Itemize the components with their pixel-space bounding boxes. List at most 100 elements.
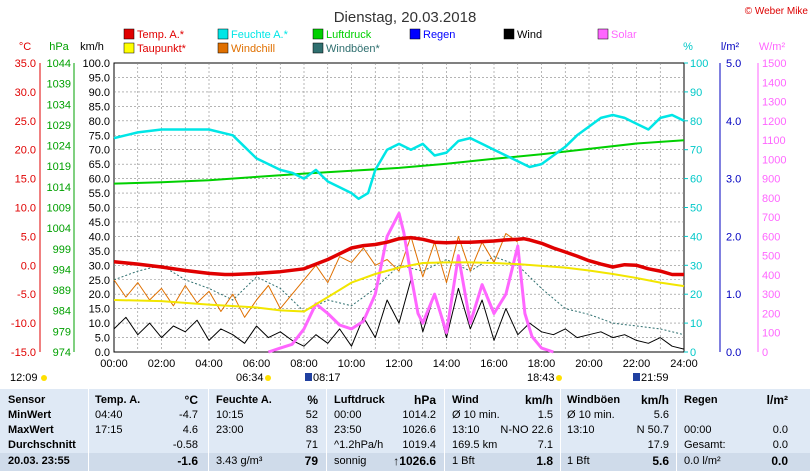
series-line-taupunkt — [113, 261, 685, 313]
legend-label: Luftdruck — [326, 29, 372, 41]
table-cell: Luftdruck — [334, 394, 385, 406]
temp-tick-label: -15.0 — [11, 347, 36, 359]
table-cell: 00:00 — [334, 409, 362, 421]
hum-tick-label: 30 — [690, 260, 702, 272]
legend-swatch — [312, 28, 324, 40]
chart-title: Dienstag, 20.03.2018 — [334, 9, 477, 26]
table-row-label: 20.03. 23:55 — [8, 455, 70, 467]
solar-tick-label: 700 — [762, 212, 780, 224]
table-cell: sonnig — [334, 455, 367, 467]
press-tick-label: 1034 — [47, 99, 71, 111]
solar-tick-label: 800 — [762, 193, 780, 205]
solar-tick-label: 300 — [762, 289, 780, 301]
wind-tick-label: 95.0 — [89, 72, 110, 84]
time-tick-label: 20:00 — [575, 358, 603, 370]
wind-tick-label: 90.0 — [89, 87, 110, 99]
legend-swatch — [409, 28, 421, 40]
table-separator — [88, 389, 89, 471]
time-tick-label: 14:00 — [433, 358, 461, 370]
table-value: 0.0 — [772, 439, 788, 451]
sun-icon — [41, 375, 47, 381]
time-tick-label: 24:00 — [670, 358, 698, 370]
table-value: 79 — [304, 454, 318, 468]
solar-tick-label: 1000 — [762, 154, 786, 166]
rain-tick-label: 5.0 — [726, 58, 741, 70]
rain-tick-label: 0.0 — [726, 347, 741, 359]
table-value: 4.6 — [182, 424, 198, 436]
legend-label: Regen — [423, 29, 455, 41]
time-tick-label: 16:00 — [480, 358, 508, 370]
wind-tick-label: 55.0 — [89, 188, 110, 200]
temp-tick-label: 30.0 — [15, 87, 36, 99]
hum-tick-label: 90 — [690, 87, 702, 99]
temp-tick-label: 0.0 — [21, 260, 36, 272]
solar-tick-label: 1400 — [762, 77, 786, 89]
press-tick-label: 984 — [53, 306, 71, 318]
table-value: 17.9 — [647, 439, 669, 451]
rain-tick-label: 3.0 — [726, 174, 741, 186]
hum-tick-label: 70 — [690, 145, 702, 157]
rain-tick-label: 2.0 — [726, 231, 741, 243]
table-value: 5.6 — [652, 454, 669, 468]
legend-swatch — [217, 28, 229, 40]
table-value: -0.58 — [172, 439, 198, 451]
time-tick-label: 22:00 — [623, 358, 651, 370]
table-row-label: Sensor — [8, 394, 46, 406]
table-value: km/h — [640, 393, 669, 407]
press-tick-label: 1004 — [47, 223, 71, 235]
wind-tick-label: 15.0 — [89, 304, 110, 316]
time-tick-label: 06:00 — [243, 358, 271, 370]
legend-swatch — [123, 42, 135, 54]
table-value: hPa — [413, 393, 436, 407]
sunrise-time: 06:34 — [236, 372, 264, 384]
legend-swatch — [503, 28, 515, 40]
press-tick-label: 1019 — [47, 161, 71, 173]
solar-tick-label: 1300 — [762, 97, 786, 109]
wind-tick-label: 20.0 — [89, 289, 110, 301]
press-tick-label: 1014 — [47, 182, 71, 194]
press-tick-label: 1009 — [47, 203, 71, 215]
wind-tick-label: 40.0 — [89, 231, 110, 243]
temp-tick-label: -10.0 — [11, 318, 36, 330]
table-separator — [208, 389, 209, 471]
table-cell: Ø 10 min. — [567, 409, 615, 421]
solar-tick-label: 400 — [762, 270, 780, 282]
legend-label: Temp. A.* — [137, 29, 185, 41]
table-cell: 17:15 — [95, 424, 123, 436]
table-value: 1.8 — [536, 454, 553, 468]
solar-tick-label: 600 — [762, 231, 780, 243]
table-cell: Windböen — [567, 394, 621, 406]
table-value: 7.1 — [537, 439, 553, 451]
table-cell: 169.5 km — [452, 439, 498, 451]
solar-tick-label: 1500 — [762, 58, 786, 70]
table-row-label: MinWert — [8, 409, 52, 421]
sunrise-icon — [265, 375, 271, 381]
legend-label: Windchill — [231, 43, 275, 55]
table-cell: 1 Bft — [452, 455, 475, 467]
copyright-text: © Weber Mike — [745, 6, 809, 17]
sunset-time: 18:43 — [527, 372, 555, 384]
temp-axis-unit: °C — [19, 41, 31, 53]
wind-tick-label: 80.0 — [89, 116, 110, 128]
solar-tick-label: 500 — [762, 251, 780, 263]
table-value: N-NO 22.6 — [500, 424, 553, 436]
wind-tick-label: 70.0 — [89, 145, 110, 157]
legend-label: Windböen* — [326, 43, 381, 55]
time-tick-label: 02:00 — [148, 358, 176, 370]
table-cell: 00:00 — [684, 424, 712, 436]
solar-tick-label: 100 — [762, 328, 780, 340]
solar-tick-label: 900 — [762, 174, 780, 186]
sunset-icon — [556, 375, 562, 381]
press-tick-label: 1044 — [47, 58, 71, 70]
press-tick-label: 989 — [53, 285, 71, 297]
press-tick-label: 1024 — [47, 141, 71, 153]
hum-tick-label: 50 — [690, 203, 702, 215]
table-row-label: MaxWert — [8, 424, 54, 436]
time-tick-label: 08:00 — [290, 358, 318, 370]
table-separator — [676, 389, 677, 471]
weather-chart: Dienstag, 20.03.2018 © Weber Mike Temp. A.… — [10, 6, 809, 384]
time-tick-label: 04:00 — [195, 358, 223, 370]
press-tick-label: 1039 — [47, 79, 71, 91]
table-value: 52 — [305, 409, 318, 421]
rain-axis-unit: l/m² — [721, 41, 740, 53]
